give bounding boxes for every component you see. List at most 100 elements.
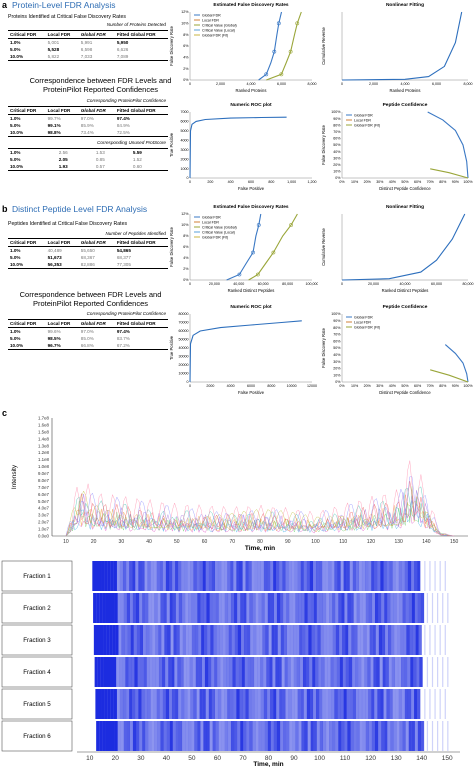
x-tick-label: 130 — [394, 539, 403, 545]
table-cell: 5.0% — [10, 47, 21, 52]
heatmap-cell — [219, 625, 223, 655]
heatmap-cell — [244, 657, 248, 687]
heatmap-cell — [194, 625, 199, 655]
heatmap-cell — [128, 657, 132, 687]
heatmap-cell — [349, 561, 353, 591]
heatmap-cell — [298, 593, 302, 623]
table-row: 10.0% 56,353 82,886 77,305 — [8, 261, 168, 269]
heatmap-cell — [180, 657, 184, 687]
heatmap-cell — [208, 689, 212, 719]
table-cell: 5.0% — [10, 157, 21, 162]
series-line — [258, 11, 283, 81]
heatmap-cell — [374, 721, 379, 751]
y-tick-label: 30000 — [179, 355, 189, 359]
y-tick-label: 7.0e7 — [38, 485, 50, 490]
x-axis-label: Distinct Peptide Confidence — [379, 390, 431, 395]
heatmap-cell — [356, 721, 360, 751]
heatmap-cell — [98, 561, 102, 591]
y-axis-label: Cumulative Reverse — [321, 26, 326, 64]
series-line — [189, 116, 287, 179]
y-tick-label: 1.0e7 — [38, 527, 50, 532]
heatmap-cell — [325, 561, 329, 591]
legend-label: Global FDR — [354, 113, 373, 117]
legend-label: Global FDR — [202, 13, 221, 17]
heatmap-cell — [297, 561, 301, 591]
heatmap-cell — [156, 689, 160, 719]
heatmap-cell — [207, 625, 211, 655]
y-tick-label: 1.2e8 — [38, 450, 50, 455]
heatmap-cell — [261, 721, 265, 751]
table-cell: 51,673 — [47, 255, 62, 260]
table-cell: 56,353 — [47, 262, 62, 267]
heatmap-cell — [343, 689, 347, 719]
heatmap-cell — [250, 625, 254, 655]
heatmap-cell — [279, 593, 284, 623]
y-tick-label: 5.0e7 — [38, 499, 50, 504]
x-axis-label: False Positive — [238, 390, 265, 395]
heatmap-cell — [166, 721, 170, 751]
table-header: Critical FDR — [10, 240, 37, 245]
heatmap-cell — [349, 689, 353, 719]
heatmap-cell — [295, 721, 299, 751]
heatmap-cell — [401, 689, 405, 719]
chart-title: Numeric ROC plot — [230, 102, 272, 108]
fraction-label: Fraction 3 — [23, 637, 51, 644]
heatmap-cell — [318, 657, 322, 687]
heatmap-cell — [311, 625, 315, 655]
critical-point — [295, 21, 300, 26]
table-cell: 84.9% — [116, 123, 130, 128]
x-tick-label: 20,000 — [209, 282, 220, 286]
heatmap-cell — [104, 561, 108, 591]
heatmap-cell — [145, 593, 149, 623]
heatmap-cell — [314, 625, 318, 655]
heatmap-cell — [257, 689, 261, 719]
y-tick-label: 6.0e7 — [38, 492, 50, 497]
heatmap-cell — [400, 625, 404, 655]
heatmap-cell — [122, 561, 127, 591]
heatmap-cell — [319, 561, 323, 591]
heatmap-cell — [398, 561, 402, 591]
heatmap-cell — [187, 561, 191, 591]
x-tick-label: 20% — [364, 384, 372, 388]
heatmap-cell — [409, 625, 413, 655]
heatmap-cell — [319, 593, 324, 623]
heatmap-cell — [151, 721, 155, 751]
heatmap-cell — [297, 689, 301, 719]
table-cell: 97.4% — [116, 116, 130, 121]
y-axis-label: True Positive — [169, 132, 174, 157]
heatmap-cell — [224, 721, 229, 751]
heatmap-cell — [376, 657, 380, 687]
heatmap-cell — [149, 657, 153, 687]
heatmap-cell — [138, 561, 142, 591]
heatmap-cell — [307, 593, 311, 623]
y-tick-label: 4.0e7 — [38, 506, 50, 511]
x-axis-label: Ranked Distinct Peptides — [228, 288, 275, 293]
heatmap-cell — [116, 561, 121, 591]
heatmap-cell — [447, 657, 449, 687]
heatmap-cell — [343, 561, 347, 591]
heatmap-cell — [358, 561, 363, 591]
heatmap-cell — [383, 561, 387, 591]
x-tick-label: 0 — [189, 180, 191, 184]
y-tick-label: 1.7e8 — [38, 416, 50, 421]
heatmap-cell — [392, 561, 396, 591]
y-tick-label: 4% — [183, 56, 189, 60]
heatmap-cell — [390, 593, 394, 623]
heatmap-cell — [141, 561, 145, 591]
heatmap-cell — [135, 561, 139, 591]
table-cell: 97.4% — [116, 329, 130, 334]
critical-point — [289, 223, 294, 227]
x-tick-label: 0% — [339, 384, 345, 388]
heatmap-cell — [248, 689, 252, 719]
y-tick-label: 8.0e7 — [38, 478, 50, 483]
series-line — [427, 111, 469, 179]
heatmap-cell — [303, 689, 307, 719]
heatmap-cell — [426, 721, 429, 751]
heatmap-cell — [388, 657, 392, 687]
heatmap-cell — [199, 689, 203, 719]
heatmap-cell — [254, 689, 258, 719]
heatmap-cell — [418, 625, 422, 655]
heatmap-cell — [120, 721, 124, 751]
heatmap-cell — [353, 721, 357, 751]
heatmap-cell — [348, 625, 352, 655]
